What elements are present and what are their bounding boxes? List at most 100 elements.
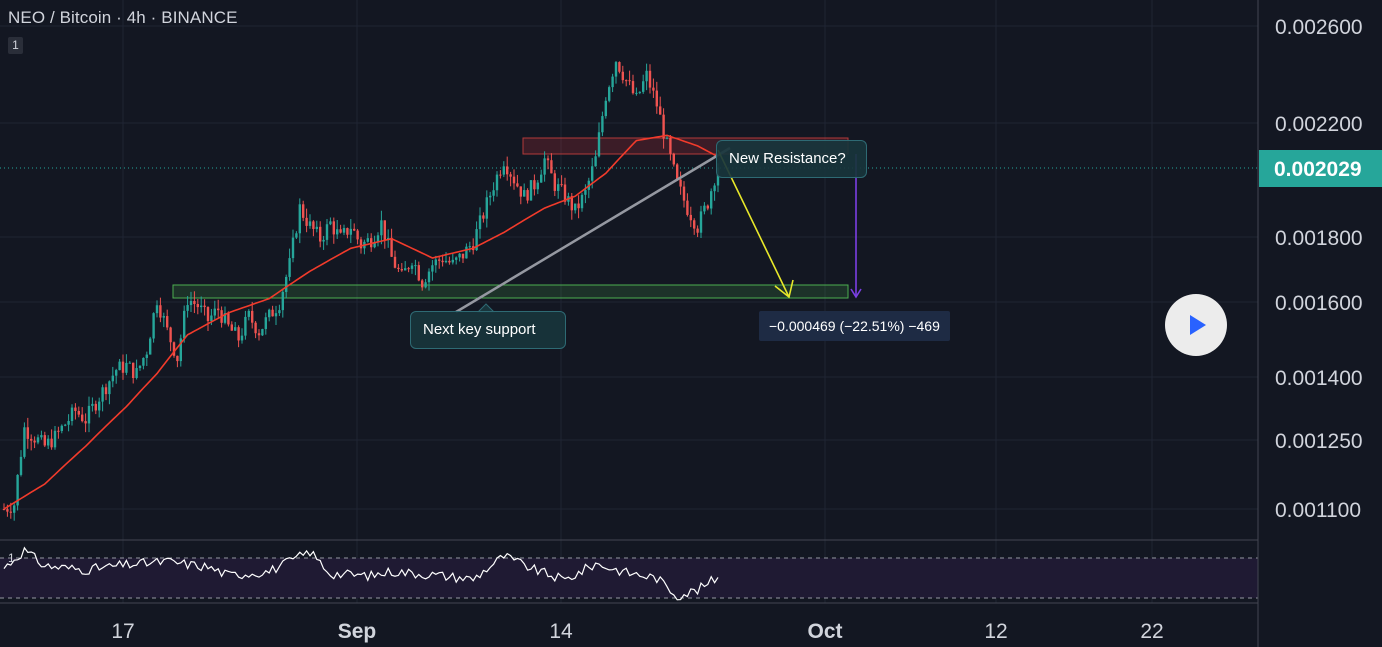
candle-body	[36, 437, 40, 443]
candle-body	[383, 220, 386, 241]
candle-body	[125, 362, 128, 373]
pane-badge[interactable]: 1	[8, 37, 23, 54]
candle-body	[206, 307, 210, 322]
candle-body	[237, 327, 240, 341]
candle-body	[19, 456, 23, 475]
candle-body	[427, 271, 431, 283]
candle-body	[485, 197, 488, 219]
candle-body	[431, 265, 434, 272]
candle-body	[81, 414, 84, 422]
price-axis[interactable]: 0.002600 0.002200 0.001800 0.001600 0.00…	[1275, 16, 1363, 522]
candle-body	[693, 220, 696, 229]
candle-body	[475, 229, 478, 251]
candle-body	[519, 186, 522, 197]
time-tick: 22	[1140, 620, 1163, 643]
candle-body	[669, 137, 672, 154]
candle-body	[356, 230, 359, 240]
rsi-badge[interactable]: 1	[8, 551, 15, 565]
candle-body	[274, 313, 278, 317]
candle-body	[380, 220, 383, 236]
candle-body	[342, 228, 346, 233]
candle-body	[230, 324, 233, 331]
candle-body	[271, 309, 274, 317]
candle-body	[526, 190, 529, 201]
candle-body	[601, 116, 604, 133]
candle-body	[499, 174, 502, 176]
symbol-title[interactable]: NEO / Bitcoin · 4h · BINANCE	[8, 8, 238, 27]
candle-body	[631, 81, 635, 94]
time-tick: 12	[984, 620, 1007, 643]
candle-body	[574, 203, 577, 211]
candle-body	[223, 313, 227, 323]
candle-body	[584, 189, 587, 195]
support-callout[interactable]: Next key support	[410, 311, 566, 349]
measure-label[interactable]: −0.000469 (−22.51%) −469	[759, 311, 950, 341]
candle-body	[169, 327, 172, 343]
candle-body	[308, 221, 312, 226]
time-tick: Sep	[338, 620, 377, 643]
candle-body	[366, 238, 369, 242]
candle-body	[682, 186, 686, 201]
rsi-band	[0, 558, 1258, 598]
candle-body	[468, 246, 471, 248]
candle-body	[635, 92, 638, 94]
candle-body	[251, 310, 254, 323]
candle-body	[703, 205, 706, 212]
time-axis[interactable]: 17 Sep 14 Oct 12 22	[111, 620, 1163, 643]
resistance-callout[interactable]: New Resistance?	[716, 140, 867, 178]
candle-body	[288, 258, 291, 277]
play-button[interactable]	[1165, 294, 1227, 356]
candle-body	[458, 253, 461, 258]
candle-body	[478, 215, 482, 230]
candle-body	[414, 265, 417, 267]
candle-body	[451, 259, 454, 263]
trend-line[interactable]	[455, 146, 731, 314]
candle-body	[189, 300, 193, 306]
candle-body	[121, 361, 125, 373]
time-tick: 17	[111, 620, 134, 643]
candle-body	[689, 214, 692, 221]
candle-body	[648, 70, 652, 88]
candle-body	[50, 438, 53, 448]
candle-body	[254, 322, 257, 334]
candle-body	[679, 179, 682, 187]
candle-body	[482, 215, 485, 219]
candle-body	[30, 438, 33, 441]
candle-body	[448, 260, 451, 263]
price-tick: 0.001100	[1275, 499, 1361, 522]
candle-body	[135, 368, 138, 379]
candle-body	[319, 226, 322, 242]
candle-body	[655, 90, 658, 107]
last-price-badge	[1259, 150, 1382, 187]
candle-body	[516, 183, 519, 187]
ma-line	[3, 134, 719, 510]
candle-body	[353, 228, 356, 231]
candle-body	[642, 81, 645, 92]
candle-body	[373, 241, 376, 248]
candle-body	[183, 310, 186, 339]
candle-body	[410, 265, 414, 269]
candle-body	[138, 365, 142, 369]
candle-body	[101, 387, 104, 402]
rsi-line	[3, 546, 719, 601]
candle-body	[257, 333, 261, 336]
candle-body	[268, 309, 271, 318]
support-zone[interactable]	[172, 284, 849, 299]
candle-body	[628, 80, 631, 82]
candle-body	[359, 239, 363, 249]
candle-body	[128, 362, 131, 364]
candle-body	[43, 435, 46, 446]
candle-body	[203, 305, 206, 308]
candle-body	[179, 338, 182, 362]
candle-body	[193, 300, 196, 305]
candle-body	[506, 166, 509, 175]
candle-body	[70, 407, 74, 422]
candle-body	[686, 200, 689, 215]
candle-body	[645, 70, 648, 82]
candle-body	[227, 313, 230, 325]
candle-body	[315, 226, 318, 229]
candle-body	[390, 237, 393, 257]
candle-body	[74, 407, 77, 411]
